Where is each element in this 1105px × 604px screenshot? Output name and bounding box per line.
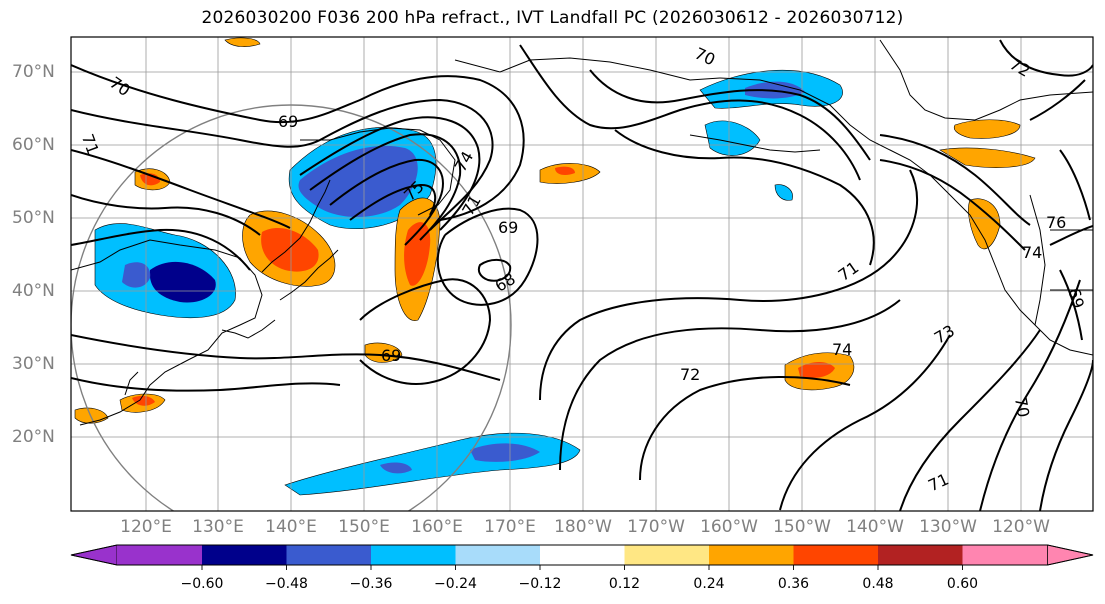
colorbar-tick-label: −0.60 <box>180 576 224 592</box>
graticule <box>71 37 1093 511</box>
colorbar-tick-label: −0.36 <box>349 576 393 592</box>
colorbar-tick-label: 0.12 <box>608 576 641 592</box>
colorbar-extend-max <box>1047 544 1094 566</box>
colorbar-segment <box>962 545 1048 565</box>
colorbar-segment <box>540 545 625 565</box>
contour-label: 74 <box>832 340 852 359</box>
coastlines <box>71 39 1093 426</box>
colorbar-segment <box>371 545 456 565</box>
lon-label: 130°W <box>919 517 977 537</box>
lat-label: 30°N <box>12 354 55 374</box>
colorbar-segment <box>286 545 371 565</box>
colorbar-segment <box>202 545 287 565</box>
landfall-circle <box>71 104 512 511</box>
colorbar-tick-label: −0.48 <box>265 576 308 592</box>
colorbar-tick-label: 0.24 <box>693 576 725 592</box>
contour-label: 70 <box>1011 396 1033 419</box>
colorbar-segment <box>709 545 794 565</box>
lat-label: 20°N <box>12 427 55 447</box>
lat-label: 70°N <box>12 62 55 82</box>
lon-label: 180°W <box>554 517 612 537</box>
refractivity-contours <box>71 39 1093 511</box>
lat-label: 40°N <box>12 281 55 301</box>
contour-label: 69 <box>498 218 518 237</box>
colorbar <box>70 544 1094 570</box>
lon-label: 150°W <box>773 517 831 537</box>
contour-label: 72 <box>680 365 700 384</box>
lon-label: 160°W <box>700 517 758 537</box>
colorbar-segment <box>455 545 540 565</box>
colorbar-tick-label: −0.12 <box>518 576 562 592</box>
contour-label: 70 <box>692 44 718 70</box>
lon-label: 140°W <box>846 517 904 537</box>
colorbar-extend-min <box>70 544 118 566</box>
colorbar-segment <box>624 545 709 565</box>
lon-label: 120°W <box>992 517 1050 537</box>
shaded-field <box>74 37 1036 496</box>
lon-label: 160°E <box>411 517 463 537</box>
lon-label: 130°E <box>192 517 244 537</box>
lat-label: 50°N <box>12 208 55 228</box>
colorbar-outline <box>70 544 1094 566</box>
colorbar-tick-label: −0.24 <box>434 576 477 592</box>
colorbar-segment <box>793 545 878 565</box>
map-title: 2026030200 F036 200 hPa refract., IVT La… <box>201 8 904 28</box>
lon-label: 170°E <box>484 517 536 537</box>
contour-label: 72 <box>1006 54 1033 81</box>
contour-label: 69 <box>1064 286 1088 311</box>
colorbar-segment <box>117 545 202 565</box>
contour-label: 69 <box>381 346 401 365</box>
contour-label: 70 <box>106 73 134 100</box>
colorbar-tick-label: 0.60 <box>946 576 979 592</box>
colorbar-tick-label: 0.48 <box>862 576 894 592</box>
contour-label: 73 <box>931 321 958 348</box>
lon-label: 120°E <box>120 517 172 537</box>
contour-label: 69 <box>278 112 298 131</box>
map-frame <box>70 36 1094 512</box>
lat-label: 60°N <box>12 135 55 155</box>
lon-label: 140°E <box>265 517 317 537</box>
contour-label: 76 <box>1046 213 1066 232</box>
contour-label: 74 <box>1022 243 1042 262</box>
lon-label: 150°E <box>338 517 390 537</box>
colorbar-tick-label: 0.36 <box>777 576 810 592</box>
lon-label: 170°W <box>627 517 685 537</box>
colorbar-segment <box>878 545 963 565</box>
